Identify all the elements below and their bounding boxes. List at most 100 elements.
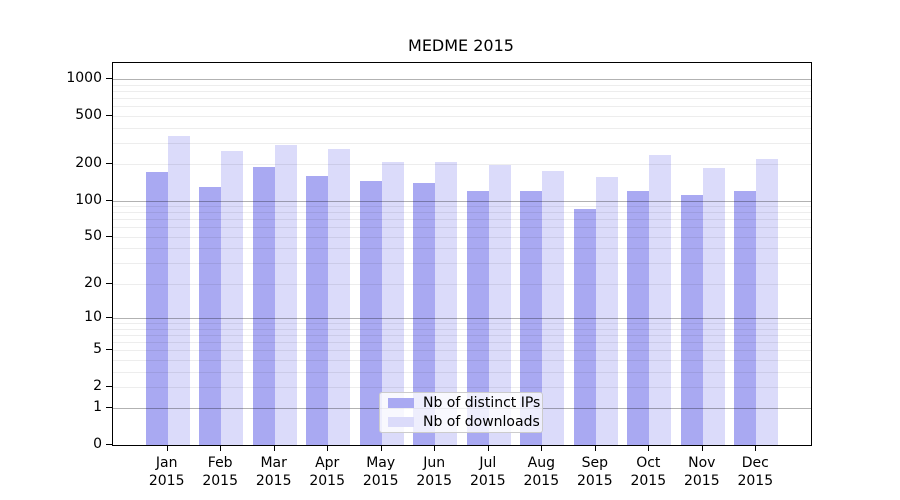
major-gridline [113, 200, 811, 202]
x-tick-year: 2015 [309, 473, 345, 489]
x-tick-label: May 2015 [351, 454, 411, 490]
bar-distinct-ips-sep [573, 208, 596, 445]
bar-downloads-aug [542, 171, 565, 445]
minor-gridline [113, 206, 811, 208]
legend-item-downloads: Nb of downloads [388, 415, 542, 429]
y-tick-label: 100 [75, 191, 102, 208]
x-tick-mark [220, 446, 222, 451]
x-tick-mark [701, 446, 703, 451]
minor-gridline [113, 328, 811, 330]
downloads-swatch-icon [388, 417, 414, 427]
y-tick-mark [106, 199, 112, 201]
x-tick-mark [648, 446, 650, 451]
y-tick-mark [106, 78, 112, 80]
x-tick-label: Jun 2015 [404, 454, 464, 490]
x-tick-year: 2015 [469, 473, 506, 489]
legend-item-distinct-ips: Nb of distinct IPs [388, 396, 542, 410]
bar-downloads-dec [756, 159, 779, 445]
x-tick-label: Nov 2015 [672, 454, 732, 490]
minor-gridline [113, 227, 811, 229]
x-tick-mark [434, 446, 436, 451]
x-tick-label: Aug 2015 [511, 454, 571, 490]
x-tick-year: 2015 [416, 473, 452, 489]
legend-label-downloads: Nb of downloads [423, 414, 540, 430]
y-tick-mark [106, 385, 112, 387]
y-tick-mark [106, 235, 112, 237]
bar-downloads-feb [221, 151, 244, 445]
bar-distinct-ips-oct [627, 191, 650, 445]
bar-distinct-ips-feb [199, 186, 222, 445]
bar-distinct-ips-jun [413, 183, 436, 445]
legend: Nb of distinct IPs Nb of downloads [379, 392, 543, 433]
x-tick-month: Sep [581, 455, 608, 471]
x-tick-month: Jun [423, 455, 446, 471]
y-tick-mark [106, 163, 112, 165]
bar-distinct-ips-apr [306, 175, 329, 445]
y-tick-mark [106, 407, 112, 409]
legend-label-distinct-ips: Nb of distinct IPs [423, 395, 541, 411]
x-tick-month: Feb [207, 455, 233, 471]
x-tick-year: 2015 [737, 473, 774, 489]
x-tick-year: 2015 [683, 473, 720, 489]
bar-distinct-ips-jul [466, 190, 489, 445]
minor-gridline [113, 334, 811, 336]
minor-gridline [113, 164, 811, 166]
x-tick-month: Aug [527, 455, 555, 471]
bar-downloads-apr [328, 149, 351, 445]
x-tick-label: Feb 2015 [190, 454, 250, 490]
x-tick-mark [541, 446, 543, 451]
major-gridline [113, 318, 811, 320]
bar-downloads-may [381, 161, 404, 445]
major-gridline [113, 79, 811, 81]
minor-gridline [113, 371, 811, 373]
minor-gridline [113, 359, 811, 361]
bar-distinct-ips-jan [145, 171, 168, 445]
x-tick-mark [594, 446, 596, 451]
y-tick-label: 1000 [66, 70, 102, 87]
x-tick-label: Jul 2015 [458, 454, 518, 490]
minor-gridline [113, 386, 811, 388]
y-tick-label: 0 [93, 436, 102, 452]
x-tick-mark [487, 446, 489, 451]
bar-downloads-nov [702, 167, 725, 445]
minor-gridline [113, 236, 811, 238]
x-tick-month: May [366, 455, 396, 471]
bar-downloads-jan [167, 136, 190, 445]
plot-area [112, 62, 812, 446]
x-tick-label: Sep 2015 [565, 454, 625, 490]
x-tick-year: 2015 [576, 473, 613, 489]
bar-distinct-ips-nov [680, 194, 703, 445]
minor-gridline [113, 350, 811, 352]
y-tick-label: 20 [84, 274, 102, 291]
bar-downloads-sep [595, 177, 618, 445]
minor-gridline [113, 98, 811, 100]
minor-gridline [113, 342, 811, 343]
minor-gridline [113, 248, 811, 250]
x-tick-label: Oct 2015 [618, 454, 678, 490]
y-tick-label: 200 [75, 155, 102, 172]
x-tick-month: Apr [315, 455, 340, 471]
y-tick-label: 1 [93, 399, 102, 416]
x-tick-label: Dec 2015 [725, 454, 785, 490]
minor-gridline [113, 142, 811, 144]
y-tick-label: 500 [75, 106, 102, 123]
bar-downloads-mar [274, 144, 297, 445]
x-tick-month: Jan [155, 455, 178, 471]
x-tick-mark [327, 446, 329, 451]
x-tick-year: 2015 [255, 473, 292, 489]
x-tick-mark [380, 446, 382, 451]
y-tick-label: 2 [93, 377, 102, 394]
minor-gridline [113, 84, 811, 86]
minor-gridline [113, 212, 811, 214]
bar-downloads-jul [488, 165, 511, 445]
minor-gridline [113, 106, 811, 108]
x-tick-year: 2015 [362, 473, 399, 489]
y-tick-mark [106, 349, 112, 351]
y-tick-label: 5 [93, 341, 102, 358]
x-tick-month: Nov [688, 455, 716, 471]
y-tick-mark [106, 444, 112, 445]
bar-downloads-jun [435, 161, 458, 445]
x-tick-label: Mar 2015 [244, 454, 304, 490]
x-tick-year: 2015 [148, 473, 185, 489]
